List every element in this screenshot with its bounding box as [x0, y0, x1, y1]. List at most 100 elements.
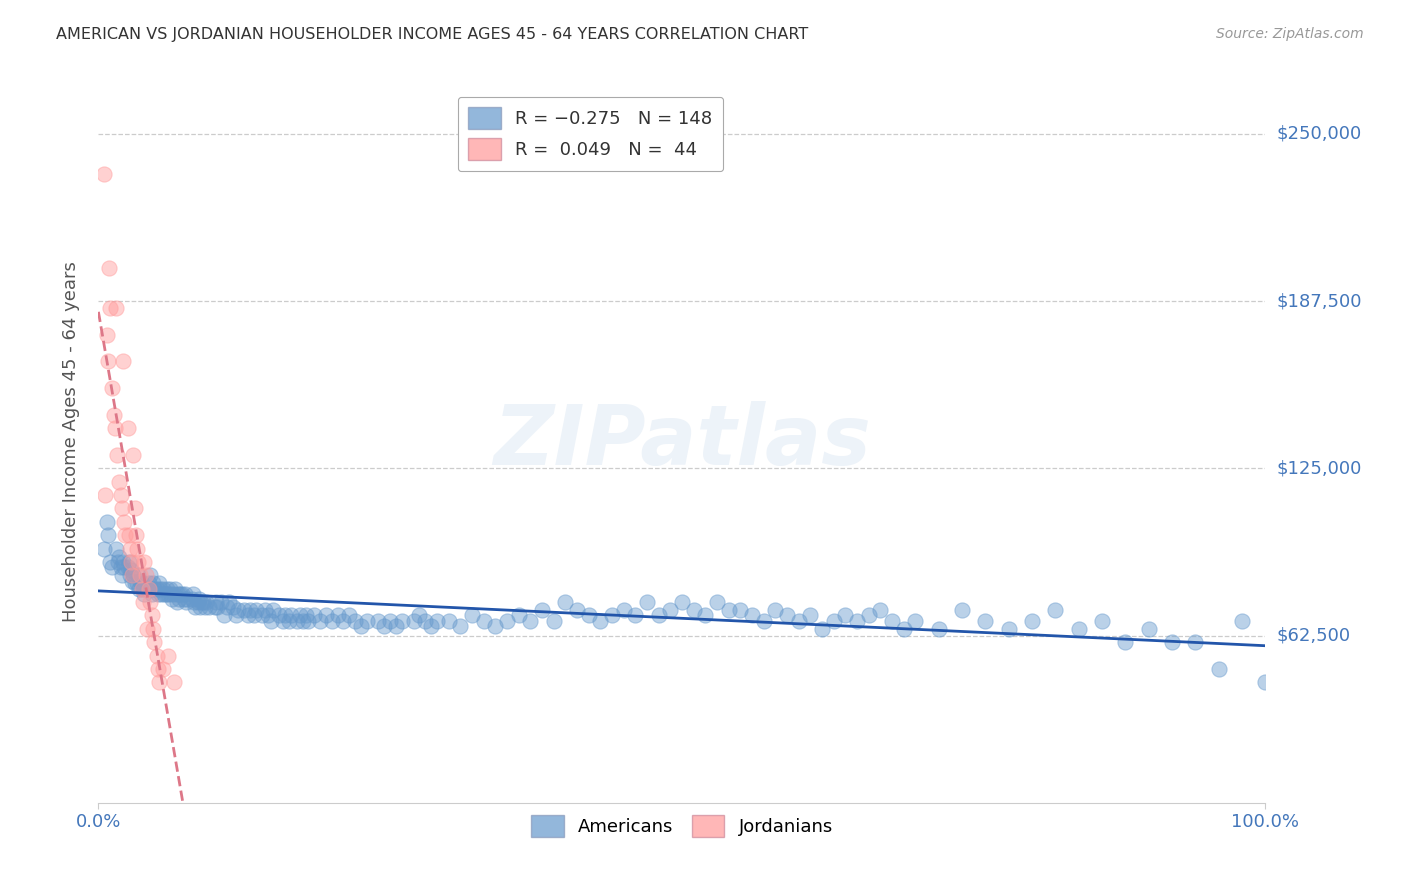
Point	[385, 619, 408, 633]
Point	[285, 614, 308, 628]
Point	[103, 408, 125, 422]
Point	[823, 614, 845, 628]
Point	[142, 576, 165, 591]
Point	[271, 614, 294, 628]
Point	[367, 614, 389, 628]
Point	[344, 614, 367, 628]
Point	[321, 614, 343, 628]
Point	[97, 354, 120, 368]
Point	[1045, 603, 1067, 617]
Text: Source: ZipAtlas.com: Source: ZipAtlas.com	[1216, 27, 1364, 41]
Point	[624, 608, 647, 623]
Point	[118, 555, 141, 569]
Point	[461, 608, 484, 623]
Y-axis label: Householder Income Ages 45 - 64 years: Householder Income Ages 45 - 64 years	[62, 261, 80, 622]
Point	[763, 603, 786, 617]
Point	[112, 560, 135, 574]
Point	[408, 608, 430, 623]
Point	[290, 608, 312, 623]
Point	[118, 528, 141, 542]
Point	[108, 475, 131, 489]
Point	[104, 421, 127, 435]
Text: ZIPatlas: ZIPatlas	[494, 401, 870, 482]
Point	[117, 560, 139, 574]
Point	[413, 614, 436, 628]
Point	[148, 576, 170, 591]
Point	[96, 515, 118, 529]
Point	[1114, 635, 1136, 649]
Point	[165, 582, 187, 596]
Point	[776, 608, 799, 623]
Legend: Americans, Jordanians: Americans, Jordanians	[524, 808, 839, 845]
Point	[149, 582, 172, 596]
Point	[380, 614, 402, 628]
Point	[112, 515, 135, 529]
Point	[160, 592, 183, 607]
Point	[236, 608, 259, 623]
Point	[974, 614, 997, 628]
Point	[695, 608, 717, 623]
Point	[121, 568, 143, 582]
Point	[157, 648, 180, 663]
Point	[730, 603, 752, 617]
Point	[136, 582, 159, 596]
Point	[717, 603, 740, 617]
Point	[139, 568, 162, 582]
Point	[120, 555, 142, 569]
Point	[741, 608, 763, 623]
Point	[183, 595, 205, 609]
Point	[239, 603, 262, 617]
Point	[155, 587, 177, 601]
Point	[565, 603, 588, 617]
Point	[111, 555, 134, 569]
Point	[834, 608, 856, 623]
Point	[1021, 614, 1043, 628]
Point	[141, 608, 163, 623]
Point	[111, 501, 134, 516]
Point	[181, 587, 204, 601]
Point	[104, 541, 127, 556]
Point	[108, 549, 131, 564]
Point	[893, 622, 915, 636]
Point	[121, 574, 143, 588]
Point	[167, 592, 190, 607]
Point	[402, 614, 425, 628]
Point	[104, 301, 127, 315]
Point	[148, 675, 170, 690]
Point	[139, 595, 162, 609]
Point	[356, 614, 378, 628]
Point	[124, 576, 146, 591]
Point	[291, 614, 314, 628]
Point	[437, 614, 460, 628]
Point	[254, 603, 277, 617]
Point	[107, 555, 129, 569]
Point	[135, 568, 157, 582]
Point	[274, 608, 297, 623]
Text: $250,000: $250,000	[1277, 125, 1362, 143]
Point	[846, 614, 869, 628]
Text: $125,000: $125,000	[1277, 459, 1362, 477]
Point	[659, 603, 682, 617]
Point	[519, 614, 541, 628]
Point	[1137, 622, 1160, 636]
Point	[869, 603, 891, 617]
Point	[682, 603, 704, 617]
Point	[173, 592, 195, 607]
Point	[190, 595, 212, 609]
Point	[159, 582, 181, 596]
Point	[326, 608, 349, 623]
Point	[880, 614, 903, 628]
Point	[117, 421, 139, 435]
Point	[309, 614, 332, 628]
Point	[172, 587, 194, 601]
Point	[105, 448, 128, 462]
Point	[152, 582, 174, 596]
Point	[132, 587, 155, 601]
Point	[221, 600, 243, 615]
Point	[209, 595, 232, 609]
Point	[706, 595, 728, 609]
Point	[508, 608, 530, 623]
Point	[188, 600, 211, 615]
Point	[127, 555, 149, 569]
Point	[159, 587, 181, 601]
